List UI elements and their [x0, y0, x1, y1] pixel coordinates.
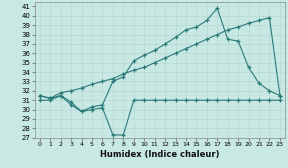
X-axis label: Humidex (Indice chaleur): Humidex (Indice chaleur) [100, 150, 219, 159]
